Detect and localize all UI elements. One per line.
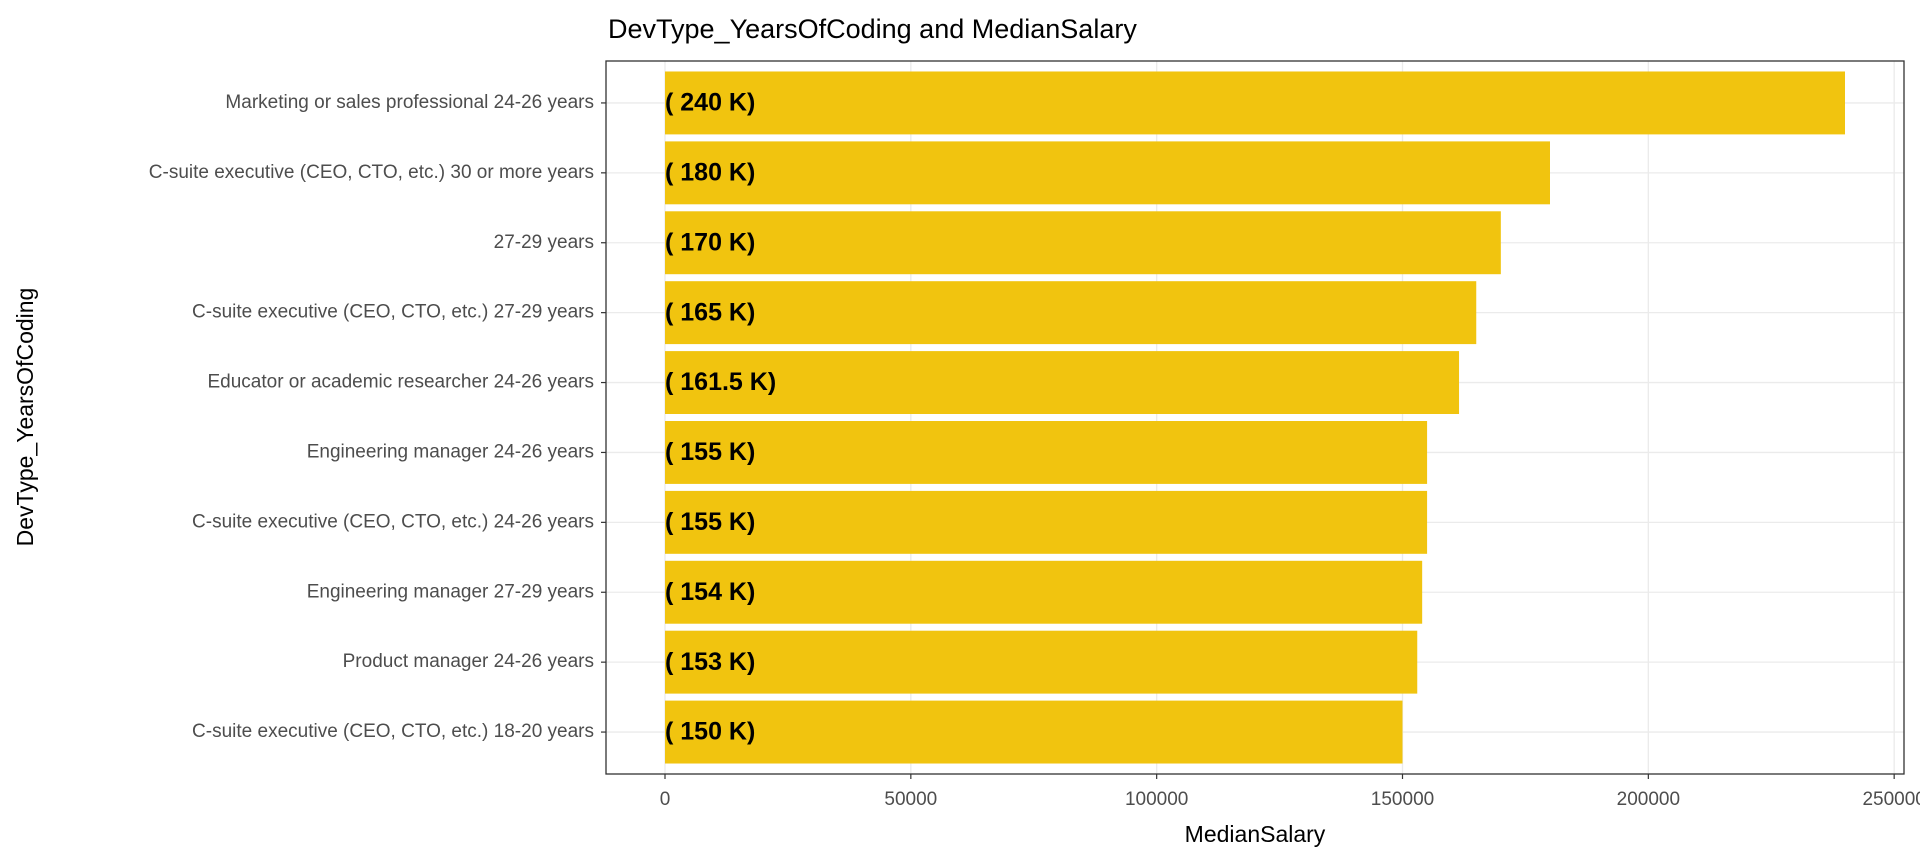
x-tick-label: 250000	[1862, 789, 1920, 810]
value-label: ( 180 K)	[665, 158, 755, 186]
bar	[665, 490, 1428, 554]
bar	[665, 351, 1460, 415]
bar	[665, 281, 1477, 345]
y-tick-label: Marketing or sales professional 24-26 ye…	[225, 92, 594, 113]
value-label: ( 154 K)	[665, 578, 755, 606]
y-tick-label: C-suite executive (CEO, CTO, etc.) 27-29…	[192, 302, 594, 323]
y-tick-label: C-suite executive (CEO, CTO, etc.) 24-26…	[192, 511, 594, 532]
y-tick-label: Product manager 24-26 years	[343, 651, 594, 672]
bar	[665, 630, 1418, 694]
value-label: ( 165 K)	[665, 298, 755, 326]
value-label: ( 155 K)	[665, 508, 755, 536]
value-label: ( 150 K)	[665, 718, 755, 746]
value-label: ( 155 K)	[665, 438, 755, 466]
x-axis-title: MedianSalary	[1185, 821, 1326, 847]
chart-title: DevType_YearsOfCoding and MedianSalary	[608, 14, 1137, 44]
value-label: ( 153 K)	[665, 648, 755, 676]
value-label: ( 240 K)	[665, 89, 755, 117]
panel-border	[605, 60, 1905, 775]
x-tick-label: 50000	[884, 789, 937, 810]
y-tick-label: C-suite executive (CEO, CTO, etc.) 18-20…	[192, 721, 594, 742]
x-tick-label: 100000	[1125, 789, 1188, 810]
bar	[665, 141, 1550, 205]
value-label: ( 161.5 K)	[665, 368, 776, 396]
y-tick-label: Engineering manager 27-29 years	[307, 581, 594, 602]
bar	[665, 211, 1501, 275]
bar	[665, 700, 1403, 764]
x-tick-label: 150000	[1371, 789, 1434, 810]
y-tick-label: C-suite executive (CEO, CTO, etc.) 30 or…	[149, 162, 594, 183]
x-tick-label: 0	[660, 789, 671, 810]
y-tick-label: Engineering manager 24-26 years	[307, 441, 594, 462]
bar	[665, 560, 1423, 624]
bar	[665, 420, 1428, 484]
bar	[665, 71, 1845, 135]
y-tick-label: 27-29 years	[494, 232, 594, 253]
y-axis-title: DevType_YearsOfCoding	[12, 288, 38, 547]
y-tick-label: Educator or academic researcher 24-26 ye…	[207, 372, 594, 393]
x-tick-label: 200000	[1617, 789, 1680, 810]
value-label: ( 170 K)	[665, 228, 755, 256]
